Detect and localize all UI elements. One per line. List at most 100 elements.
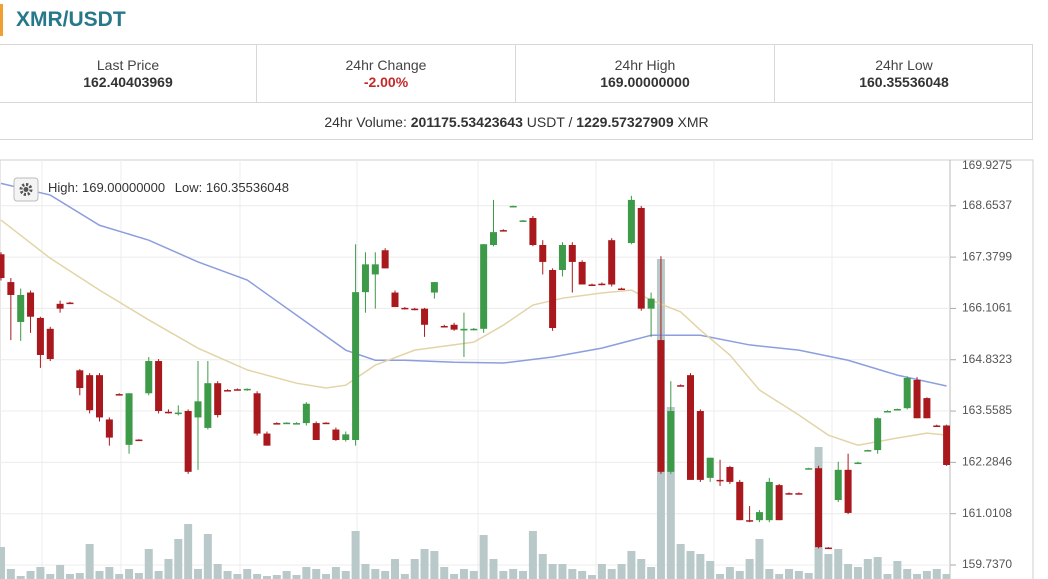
gear-icon	[19, 183, 33, 196]
candle-body	[795, 493, 803, 495]
candle-body	[480, 244, 488, 329]
candle-body	[903, 377, 911, 409]
volume-bar	[312, 569, 321, 579]
candle-body	[696, 410, 704, 480]
candle-body	[36, 317, 44, 355]
candle-body	[204, 383, 212, 428]
legend-high-value: 169.00000000	[82, 180, 165, 195]
candle-body	[716, 479, 724, 482]
volume-bar	[36, 567, 45, 579]
candle-body	[637, 207, 645, 309]
candle-body	[263, 433, 271, 446]
y-tick-label: 164.8323	[962, 352, 1012, 366]
volume-bar	[489, 559, 498, 579]
volume-bar	[430, 551, 439, 579]
candle-body	[834, 469, 842, 501]
volume-bar	[65, 574, 74, 579]
gear-icon-center	[23, 187, 29, 192]
candle-body	[618, 288, 626, 291]
candle-body	[519, 220, 527, 222]
volume-bar	[863, 559, 872, 579]
candle-body	[76, 370, 84, 389]
volume-bar	[469, 571, 478, 579]
volume-bar	[853, 567, 862, 579]
volume-bar	[647, 567, 656, 579]
volume-bar	[85, 544, 94, 579]
candle-body	[746, 520, 754, 522]
volume-bar	[361, 564, 370, 579]
volume-bar	[154, 571, 163, 579]
candle-body	[96, 375, 103, 418]
candle-body	[490, 232, 497, 246]
volume-bar	[56, 565, 65, 579]
candle-body	[923, 398, 931, 419]
volume-bar	[341, 571, 350, 579]
volume-bar	[253, 574, 262, 579]
candle-body	[352, 292, 360, 441]
stat-value: 160.35536048	[859, 74, 949, 90]
volume-bar	[499, 571, 508, 579]
volume-bar	[351, 531, 360, 579]
volume-bar	[519, 571, 528, 579]
stat-label: 24hr Low	[875, 57, 933, 73]
candle-body	[194, 401, 202, 418]
candle-body	[174, 412, 182, 415]
candle-body	[864, 450, 872, 452]
volume-bar	[785, 569, 793, 579]
volume-usdt: 201175.53423643	[410, 114, 523, 130]
candle-body	[312, 423, 320, 441]
candle-body	[361, 264, 369, 293]
volume-bar	[844, 564, 853, 579]
volume-bar	[371, 569, 380, 579]
candle-body	[184, 410, 192, 472]
candle-body	[558, 245, 566, 270]
volume-bar	[479, 535, 488, 579]
candle-body	[627, 199, 635, 243]
volume-bar	[134, 573, 143, 579]
candle-body	[17, 294, 25, 322]
candle-body	[86, 375, 94, 411]
volume-bar	[686, 551, 695, 579]
volume-bar	[558, 564, 567, 579]
volume-bar	[765, 569, 774, 579]
volume-bar	[95, 571, 104, 579]
candle-body	[884, 410, 891, 413]
volume-bar	[725, 567, 734, 579]
volume-bar	[233, 574, 242, 579]
volume-bar	[213, 564, 222, 579]
candle-body	[155, 361, 163, 411]
candle-body	[440, 325, 448, 328]
candle-body	[874, 418, 882, 451]
candle-body	[391, 292, 399, 308]
candle-body	[805, 468, 813, 470]
candle-body	[755, 512, 763, 521]
legend-low-label: Low:	[175, 180, 202, 195]
volume-xmr: 1229.57327909	[576, 114, 674, 130]
candle-body	[893, 408, 901, 411]
volume-bar	[410, 559, 419, 579]
candle-body	[854, 462, 862, 465]
y-tick-label: 162.2846	[962, 455, 1012, 469]
stat-cell: 24hr Change -2.00%	[257, 45, 516, 102]
volume-bar	[164, 559, 173, 579]
volume-bar	[125, 569, 134, 579]
volume-bar	[105, 567, 114, 579]
candle-body	[332, 429, 340, 441]
volume-bar	[203, 534, 212, 579]
candle-body	[145, 361, 153, 394]
volume-bar	[588, 575, 596, 579]
stat-value: 169.00000000	[600, 74, 690, 90]
candle-body	[214, 383, 222, 416]
volume-bar	[676, 544, 685, 579]
volume-bar	[459, 569, 468, 579]
y-tick-label: 169.9275	[962, 158, 1012, 172]
volume-bar	[144, 549, 153, 579]
candle-body	[824, 547, 832, 550]
candle-body	[27, 292, 35, 317]
volume-bar	[824, 554, 833, 579]
volume-bar	[696, 554, 705, 579]
volume-bar	[568, 569, 577, 579]
candle-body	[677, 385, 685, 387]
y-tick-label: 161.0108	[962, 506, 1012, 520]
